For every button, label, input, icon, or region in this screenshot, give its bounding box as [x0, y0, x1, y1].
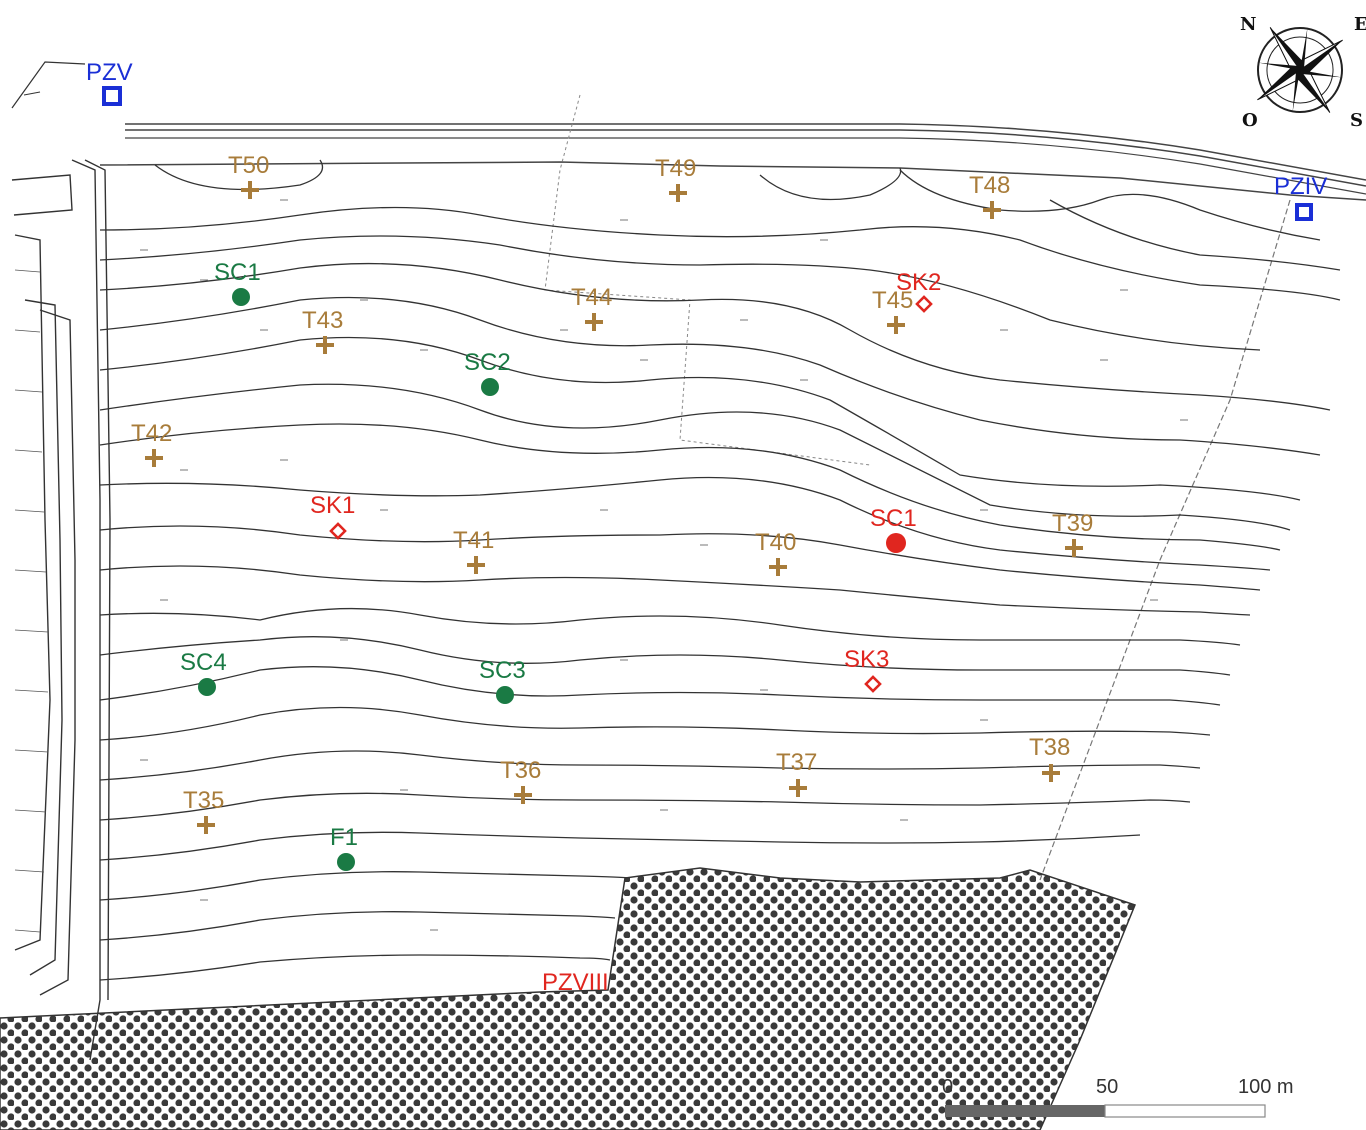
svg-text:T42: T42 [131, 420, 172, 447]
svg-text:T45: T45 [872, 287, 913, 314]
tensiometer-t43[interactable]: T43 [302, 307, 343, 356]
compass-south: S [1350, 110, 1363, 131]
pzv-label: PZV [86, 59, 133, 86]
road [125, 123, 1366, 195]
tensiometer-t35[interactable]: T35 [183, 787, 224, 836]
point-sk1[interactable]: SK1 [310, 492, 355, 540]
point-f1[interactable]: F1 [330, 824, 358, 871]
point-sc3[interactable]: SC3 [479, 657, 526, 704]
svg-text:T41: T41 [453, 527, 494, 554]
svg-text:SC3: SC3 [479, 657, 526, 684]
tensiometer-t41[interactable]: T41 [453, 527, 494, 576]
scale-bar: 0 50 100 m [942, 1076, 1294, 1118]
svg-text:SC2: SC2 [464, 349, 511, 376]
svg-text:T39: T39 [1052, 510, 1093, 537]
svg-text:SK3: SK3 [844, 646, 889, 673]
tensiometers: T50 T49 T48 T45 T44 T43 T42 T41 T40 T39 … [131, 152, 1093, 836]
point-sc1-green[interactable]: SC1 [214, 259, 261, 306]
rock-zone [0, 867, 1136, 1130]
compass-east: E [1354, 14, 1366, 35]
svg-text:T43: T43 [302, 307, 343, 334]
tensiometer-t39[interactable]: T39 [1052, 510, 1093, 559]
tensiometer-t49[interactable]: T49 [655, 155, 696, 204]
tensiometer-t36[interactable]: T36 [500, 757, 541, 806]
pzviii-label: PZVIII [542, 969, 609, 996]
tensiometer-t42[interactable]: T42 [131, 420, 172, 469]
pziv-label: PZIV [1274, 173, 1327, 200]
tensiometer-t50[interactable]: T50 [228, 152, 269, 201]
svg-text:T44: T44 [571, 284, 612, 311]
compass-north: N [1240, 14, 1256, 35]
svg-text:T48: T48 [969, 172, 1010, 199]
tensiometer-t40[interactable]: T40 [755, 529, 796, 578]
scale-label-0: 0 [942, 1076, 953, 1098]
tensiometer-t48[interactable]: T48 [969, 172, 1010, 221]
point-sk2[interactable]: SK2 [896, 269, 941, 313]
svg-text:T50: T50 [228, 152, 269, 179]
tensiometer-t38[interactable]: T38 [1029, 734, 1070, 784]
tensiometer-t44[interactable]: T44 [571, 284, 612, 333]
svg-text:SC1: SC1 [870, 505, 917, 532]
point-sc2[interactable]: SC2 [464, 349, 511, 396]
scale-label-100: 100 m [1238, 1076, 1294, 1098]
svg-text:F1: F1 [330, 824, 358, 851]
green-points: SC1 SC2 SC4 SC3 F1 [180, 259, 526, 871]
scale-label-50: 50 [1096, 1076, 1118, 1098]
pzv-marker[interactable]: PZV [11, 59, 133, 109]
site-boundary [99, 161, 1366, 201]
svg-text:T40: T40 [755, 529, 796, 556]
point-sc1-red[interactable]: SC1 [870, 505, 917, 553]
tensiometer-t37[interactable]: T37 [776, 749, 817, 799]
red-points: SK2 SK1 SC1 SK3 [310, 269, 941, 693]
svg-text:SC4: SC4 [180, 649, 227, 676]
point-sc4[interactable]: SC4 [180, 649, 227, 696]
point-sk3[interactable]: SK3 [844, 646, 889, 693]
svg-text:T36: T36 [500, 757, 541, 784]
tensiometer-t45[interactable]: T45 [872, 287, 913, 336]
left-embankment [11, 159, 111, 1061]
compass-west: O [1242, 110, 1258, 131]
svg-text:T37: T37 [776, 749, 817, 776]
svg-text:T35: T35 [183, 787, 224, 814]
pziv-marker[interactable]: PZIV [1274, 173, 1327, 221]
svg-text:SK1: SK1 [310, 492, 355, 519]
svg-text:SC1: SC1 [214, 259, 261, 286]
svg-text:T49: T49 [655, 155, 696, 182]
svg-text:T38: T38 [1029, 734, 1070, 761]
vegetation-symbols [140, 199, 1188, 931]
contour-lines [99, 159, 1341, 981]
svg-text:SK2: SK2 [896, 269, 941, 296]
